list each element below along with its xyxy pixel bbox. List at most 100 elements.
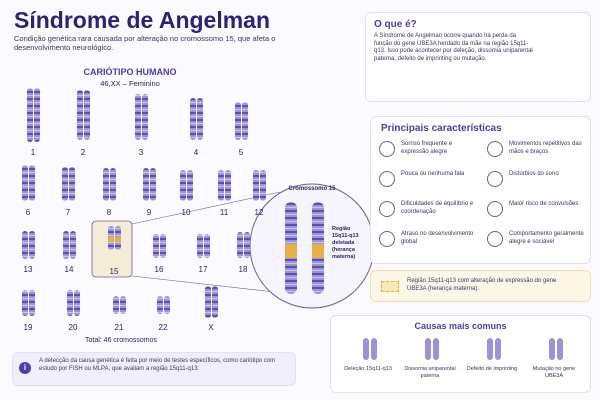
chromosome (244, 232, 250, 258)
cause-icon (363, 338, 369, 360)
feature-text: Pouca ou nenhuma fala (401, 171, 465, 177)
zoom-line (131, 275, 276, 293)
chromosome (27, 88, 33, 142)
what-title: O que é? (374, 19, 417, 30)
chromosome (187, 170, 193, 201)
chromosome (34, 88, 40, 142)
chromosome (197, 98, 203, 140)
feature-icon (379, 141, 395, 157)
feature-icon (379, 171, 395, 187)
chromosome (22, 290, 28, 316)
zoom-chromosomes (285, 202, 324, 294)
feature-icon (487, 231, 503, 247)
total: Total: 46 cromossomos (85, 337, 157, 344)
chromosome-label: 10 (182, 208, 191, 217)
chromosome (190, 98, 196, 140)
legend-box: Região 15q11-q13 com alteração de expres… (370, 270, 591, 302)
feature-icon (487, 141, 503, 157)
chromosome (29, 165, 35, 201)
chromosome (67, 290, 73, 316)
feature-text: Atraso no desenvolvimento global (401, 231, 474, 245)
chromosome-label: 2 (81, 148, 86, 157)
chromosome-label: 21 (115, 323, 124, 332)
region (108, 236, 114, 242)
karyotype-subtitle: 46,XX – Feminino (100, 79, 160, 88)
chromosome (157, 296, 163, 314)
title: Síndrome de Angelman (14, 7, 271, 33)
feature-icon (379, 231, 395, 247)
feature-icon (487, 201, 503, 217)
chromosome-label: 5 (239, 148, 244, 157)
features-title: Principais características (381, 123, 502, 134)
chromosome (69, 167, 75, 201)
feature-text: Dificuldades de equilíbrio e coordenação (401, 201, 474, 215)
chromosome-label: 12 (255, 208, 264, 217)
chromosome-label: 1 (31, 148, 36, 157)
cause-icon (549, 338, 555, 360)
legend-swatch (381, 281, 399, 292)
chromosome (110, 168, 116, 201)
chromosome (143, 168, 149, 201)
chromosome-label: 18 (239, 265, 248, 274)
chromosome (218, 170, 224, 201)
chromosome (62, 167, 68, 201)
cause-text: Dissomia uniparental paterna (404, 366, 456, 379)
chromosome-label: 8 (107, 208, 112, 217)
chromosome (29, 290, 35, 316)
chromosome (212, 286, 218, 318)
region (115, 236, 121, 242)
chromosome (135, 94, 141, 140)
chromosome (253, 170, 259, 201)
chromosome (103, 168, 109, 201)
chromosome (153, 234, 159, 258)
chromosome-label: 16 (155, 265, 164, 274)
zoom-region: Região 15q11-q13 deletada (herança mater… (332, 226, 359, 260)
chromosome-label: 17 (199, 265, 208, 274)
cause-text: Mutação no gene UBE3A (532, 366, 576, 379)
chromosome (205, 286, 211, 318)
feature-text: Distúrbios do sono (509, 171, 559, 177)
chromosome (164, 296, 170, 314)
chromosome (113, 296, 119, 314)
chromosome (22, 231, 28, 259)
chromosome (70, 231, 76, 259)
chromosome (63, 231, 69, 259)
features-box: Principais características Sorriso frequ… (370, 116, 591, 264)
chromosome (160, 234, 166, 258)
feature-icon (379, 201, 395, 217)
chromosome-label: 6 (26, 208, 31, 217)
feature-text: Comportamento geralmente alegre e sociáv… (509, 231, 584, 245)
chromosome-label: 15 (110, 267, 119, 276)
chromosome (242, 102, 248, 140)
chromosome-label: 14 (65, 265, 74, 274)
chromosome (237, 232, 243, 258)
cause-icon (487, 338, 493, 360)
chromosome-label: 19 (24, 323, 33, 332)
chromosome (235, 102, 241, 140)
chromosome (225, 170, 231, 201)
feature-text: Sorriso frequente e expressão alegre (401, 141, 453, 155)
chromosome (197, 234, 203, 258)
zoom-title: Cromossomo 15 (288, 186, 336, 192)
chromosome (150, 168, 156, 201)
chromosome-label: 20 (69, 323, 78, 332)
chromosome-label: 3 (139, 148, 144, 157)
causes-box: Causas mais comuns Deleção 15q11-q13 Diss… (330, 315, 591, 393)
chromosome (120, 296, 126, 314)
chromosome-label: 4 (194, 148, 199, 157)
chromosome-label: 7 (66, 208, 71, 217)
what-text: A Síndrome de Angelman ocorre quando há … (374, 33, 533, 62)
cause-icon (425, 338, 431, 360)
feature-text: Maior risco de convulsões (509, 201, 579, 207)
region (285, 244, 297, 258)
feature-icon (487, 171, 503, 187)
subtitle: Condição genética rara causada por alter… (14, 34, 276, 53)
chromosome (180, 170, 186, 201)
chromosome-label: X (208, 323, 214, 332)
chromosome (22, 165, 28, 201)
note: A detecção da causa genética é feita por… (39, 358, 276, 372)
karyotype-title: CARIÓTIPO HUMANO (83, 67, 177, 77)
